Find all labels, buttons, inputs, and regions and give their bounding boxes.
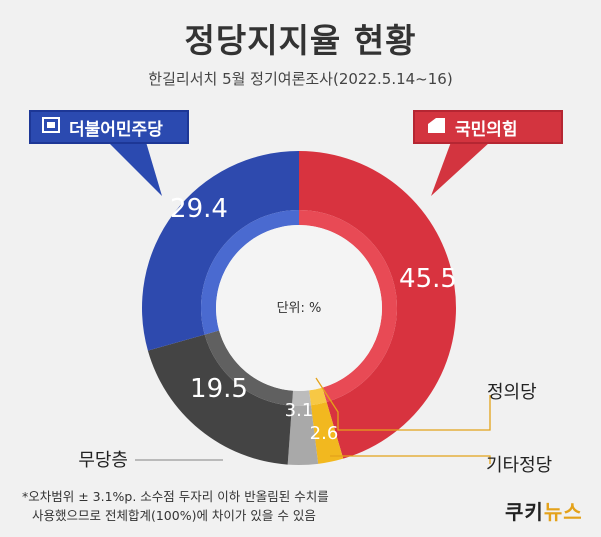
donut-inner-ring-1	[309, 387, 327, 406]
footnote-line-1: *오차범위 ± 3.1%p. 소수점 두자리 이하 반올림된 수치를	[22, 489, 329, 504]
value-label-1: 2.6	[310, 423, 339, 444]
donut-slice-2	[287, 405, 319, 465]
brand-part-2: 뉴스	[543, 500, 583, 524]
value-label-3: 19.5	[190, 374, 248, 404]
ppp-badge-pointer	[431, 142, 490, 196]
value-label-2: 3.1	[285, 400, 314, 421]
value-label-0: 45.5	[399, 264, 457, 294]
donut-inner-ring-2	[291, 390, 311, 406]
callout-line-jeongui	[315, 377, 491, 431]
donut-center	[216, 225, 382, 391]
ppp-badge-label: 국민의힘	[455, 119, 518, 140]
dem-badge-pointer	[108, 142, 162, 196]
dem-logo-icon	[41, 116, 61, 139]
page-title: 정당지지율 현황	[184, 21, 417, 60]
unit-label: 단위: %	[277, 301, 322, 316]
brand-part-1: 쿠키	[505, 500, 544, 524]
donut-slice-0	[299, 151, 457, 459]
callout-label-2: 무당층	[78, 450, 128, 471]
brand-logo: 쿠키뉴스	[505, 496, 583, 525]
donut-slice-3	[147, 334, 292, 465]
callout-label-0: 정의당	[487, 382, 537, 403]
page-subtitle: 한길리서치 5월 정기여론조사(2022.5.14~16)	[148, 70, 453, 88]
dem-badge-label: 더불어민주당	[69, 119, 163, 140]
ppp-party-badge: 국민의힘	[413, 110, 563, 144]
ppp-logo-icon	[425, 116, 447, 139]
dem-party-badge: 더불어민주당	[29, 110, 189, 144]
donut-slice-4	[141, 151, 299, 351]
callout-line-other	[330, 455, 491, 464]
value-label-4: 29.4	[170, 194, 228, 224]
callout-label-1: 기타정당	[486, 455, 552, 476]
donut-inner-ring-0	[299, 210, 397, 403]
donut-inner-ring-3	[204, 330, 294, 406]
footnote: *오차범위 ± 3.1%p. 소수점 두자리 이하 반올림된 수치를 사용했으므…	[22, 487, 329, 525]
footnote-line-2: 사용했으므로 전체합계(100%)에 차이가 있을 수 있음	[32, 508, 316, 523]
donut-slice-1	[310, 402, 344, 464]
donut-inner-ring-4	[201, 210, 299, 335]
